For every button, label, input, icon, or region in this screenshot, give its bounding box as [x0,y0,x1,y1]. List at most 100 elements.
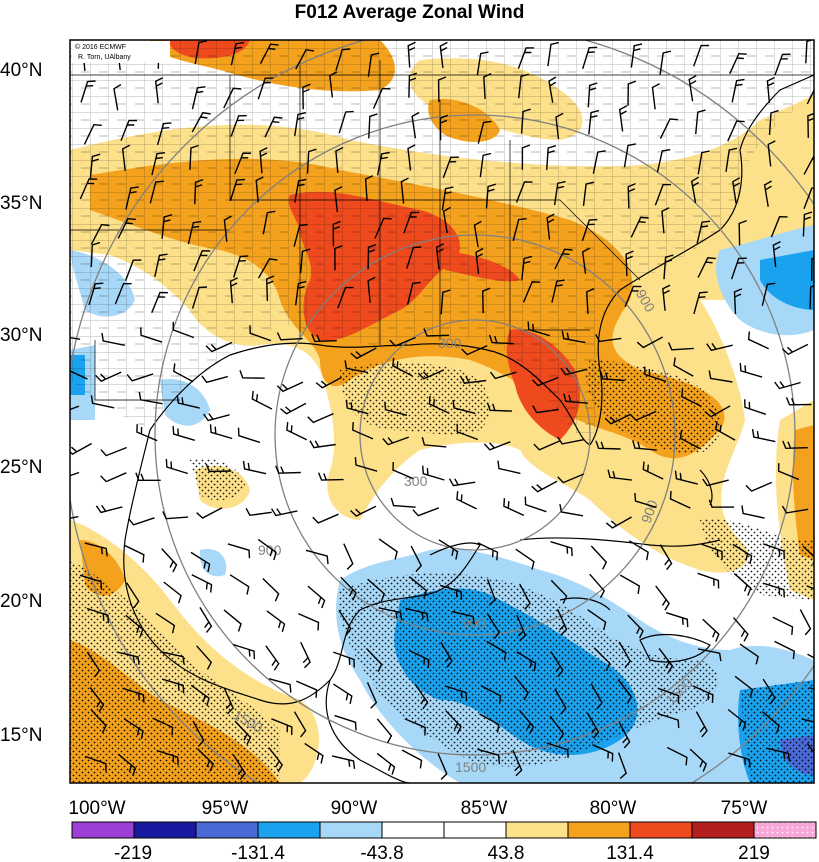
wind-barb [561,330,586,344]
wind-barb [550,541,573,557]
wind-barb [392,357,413,377]
wind-barb [223,609,242,632]
wind-barb [762,543,785,560]
wind-barb [70,471,80,477]
wind-barb [559,503,584,517]
wind-barb [519,583,531,610]
colorbar-swatch [753,821,817,839]
wind-barb [242,460,267,475]
wind-barb [708,370,733,383]
wind-barb [239,370,265,379]
wind-barb [659,544,673,571]
wind-barb [554,688,567,715]
wind-barb [364,175,374,202]
wind-barb [805,40,814,64]
wind-barb [428,395,450,415]
wind-barb [411,111,420,139]
wind-barb [586,712,600,739]
wind-barb [237,427,261,444]
wind-barb [163,581,182,604]
wind-barb [618,641,632,668]
wind-barb [704,405,731,418]
wind-barb [223,87,242,109]
wind-barb [456,491,478,510]
wind-barb [334,186,343,213]
lon-label: 75°W [721,798,768,819]
wind-barb [338,110,354,134]
wind-barb [233,255,249,278]
wind-barb [774,53,791,76]
wind-barb [114,282,132,305]
wind-barb [138,391,163,405]
coastlines [123,74,814,783]
wind-barb [483,441,511,451]
wind-barb [799,609,812,636]
wind-barb [581,247,591,274]
wind-barb [312,513,339,524]
wind-barb [191,574,213,593]
wind-barb [271,718,293,736]
wind-barbs [70,40,814,781]
colorbar-swatch [567,821,631,839]
latitude-labels: 40°N 35°N 30°N 25°N 20°N 15°N [0,60,42,746]
colorbar-swatch [195,821,259,839]
wind-barb [659,50,672,75]
wind-barb [401,749,423,769]
wind-barb [441,186,454,211]
wind-barb [374,217,392,239]
wind-barb [777,463,800,481]
wind-barb [276,381,304,393]
wind-barb [604,413,632,425]
wind-barb [307,412,334,424]
wind-barb [334,244,343,271]
wind-barb [587,82,598,108]
wind-barb [548,76,557,103]
wind-barb [486,640,507,661]
wind-barb [582,46,598,70]
wind-barb [702,618,720,642]
wind-barb [333,651,355,668]
wind-barb [257,538,277,561]
ring-label: 300 [438,335,462,351]
wind-barb [101,332,125,346]
colorbar-swatch [505,821,569,839]
wind-barb [268,678,292,693]
wind-barb [629,410,657,422]
wind-barb [367,276,376,303]
wind-barb [378,607,403,621]
wind-barb [192,720,205,747]
wind-barb [438,539,459,560]
wind-barb [86,607,109,624]
wind-barb [161,678,185,694]
wind-barb [518,709,535,735]
wind-barb [623,143,637,168]
wind-barb [83,123,102,145]
wind-barb [95,371,122,382]
wind-barb [332,220,341,247]
wind-barb [199,607,213,633]
wind-barb [191,86,206,110]
wind-barb [437,753,448,780]
colorbar-swatch [443,821,507,839]
wind-barb [162,511,189,520]
wind-barb [333,683,353,705]
wind-barb [414,683,429,710]
wind-barb [801,718,814,723]
credit-line: © 2016 ECMWF [75,43,126,51]
wind-barb [126,582,140,609]
wind-barb [556,609,568,636]
wind-barb [560,367,588,376]
ring-label: 300 [404,473,428,489]
wind-barb [729,52,747,74]
wind-barb [122,687,145,703]
wind-barb [203,413,230,422]
wind-barb [421,437,447,448]
wind-barb [376,151,390,176]
wind-barb [531,480,558,493]
wind-barb [367,243,377,270]
wind-barb [70,405,80,411]
wind-barb [599,370,625,382]
wind-barb [666,746,688,766]
wind-barb [340,576,357,601]
wind-barb [197,748,215,772]
